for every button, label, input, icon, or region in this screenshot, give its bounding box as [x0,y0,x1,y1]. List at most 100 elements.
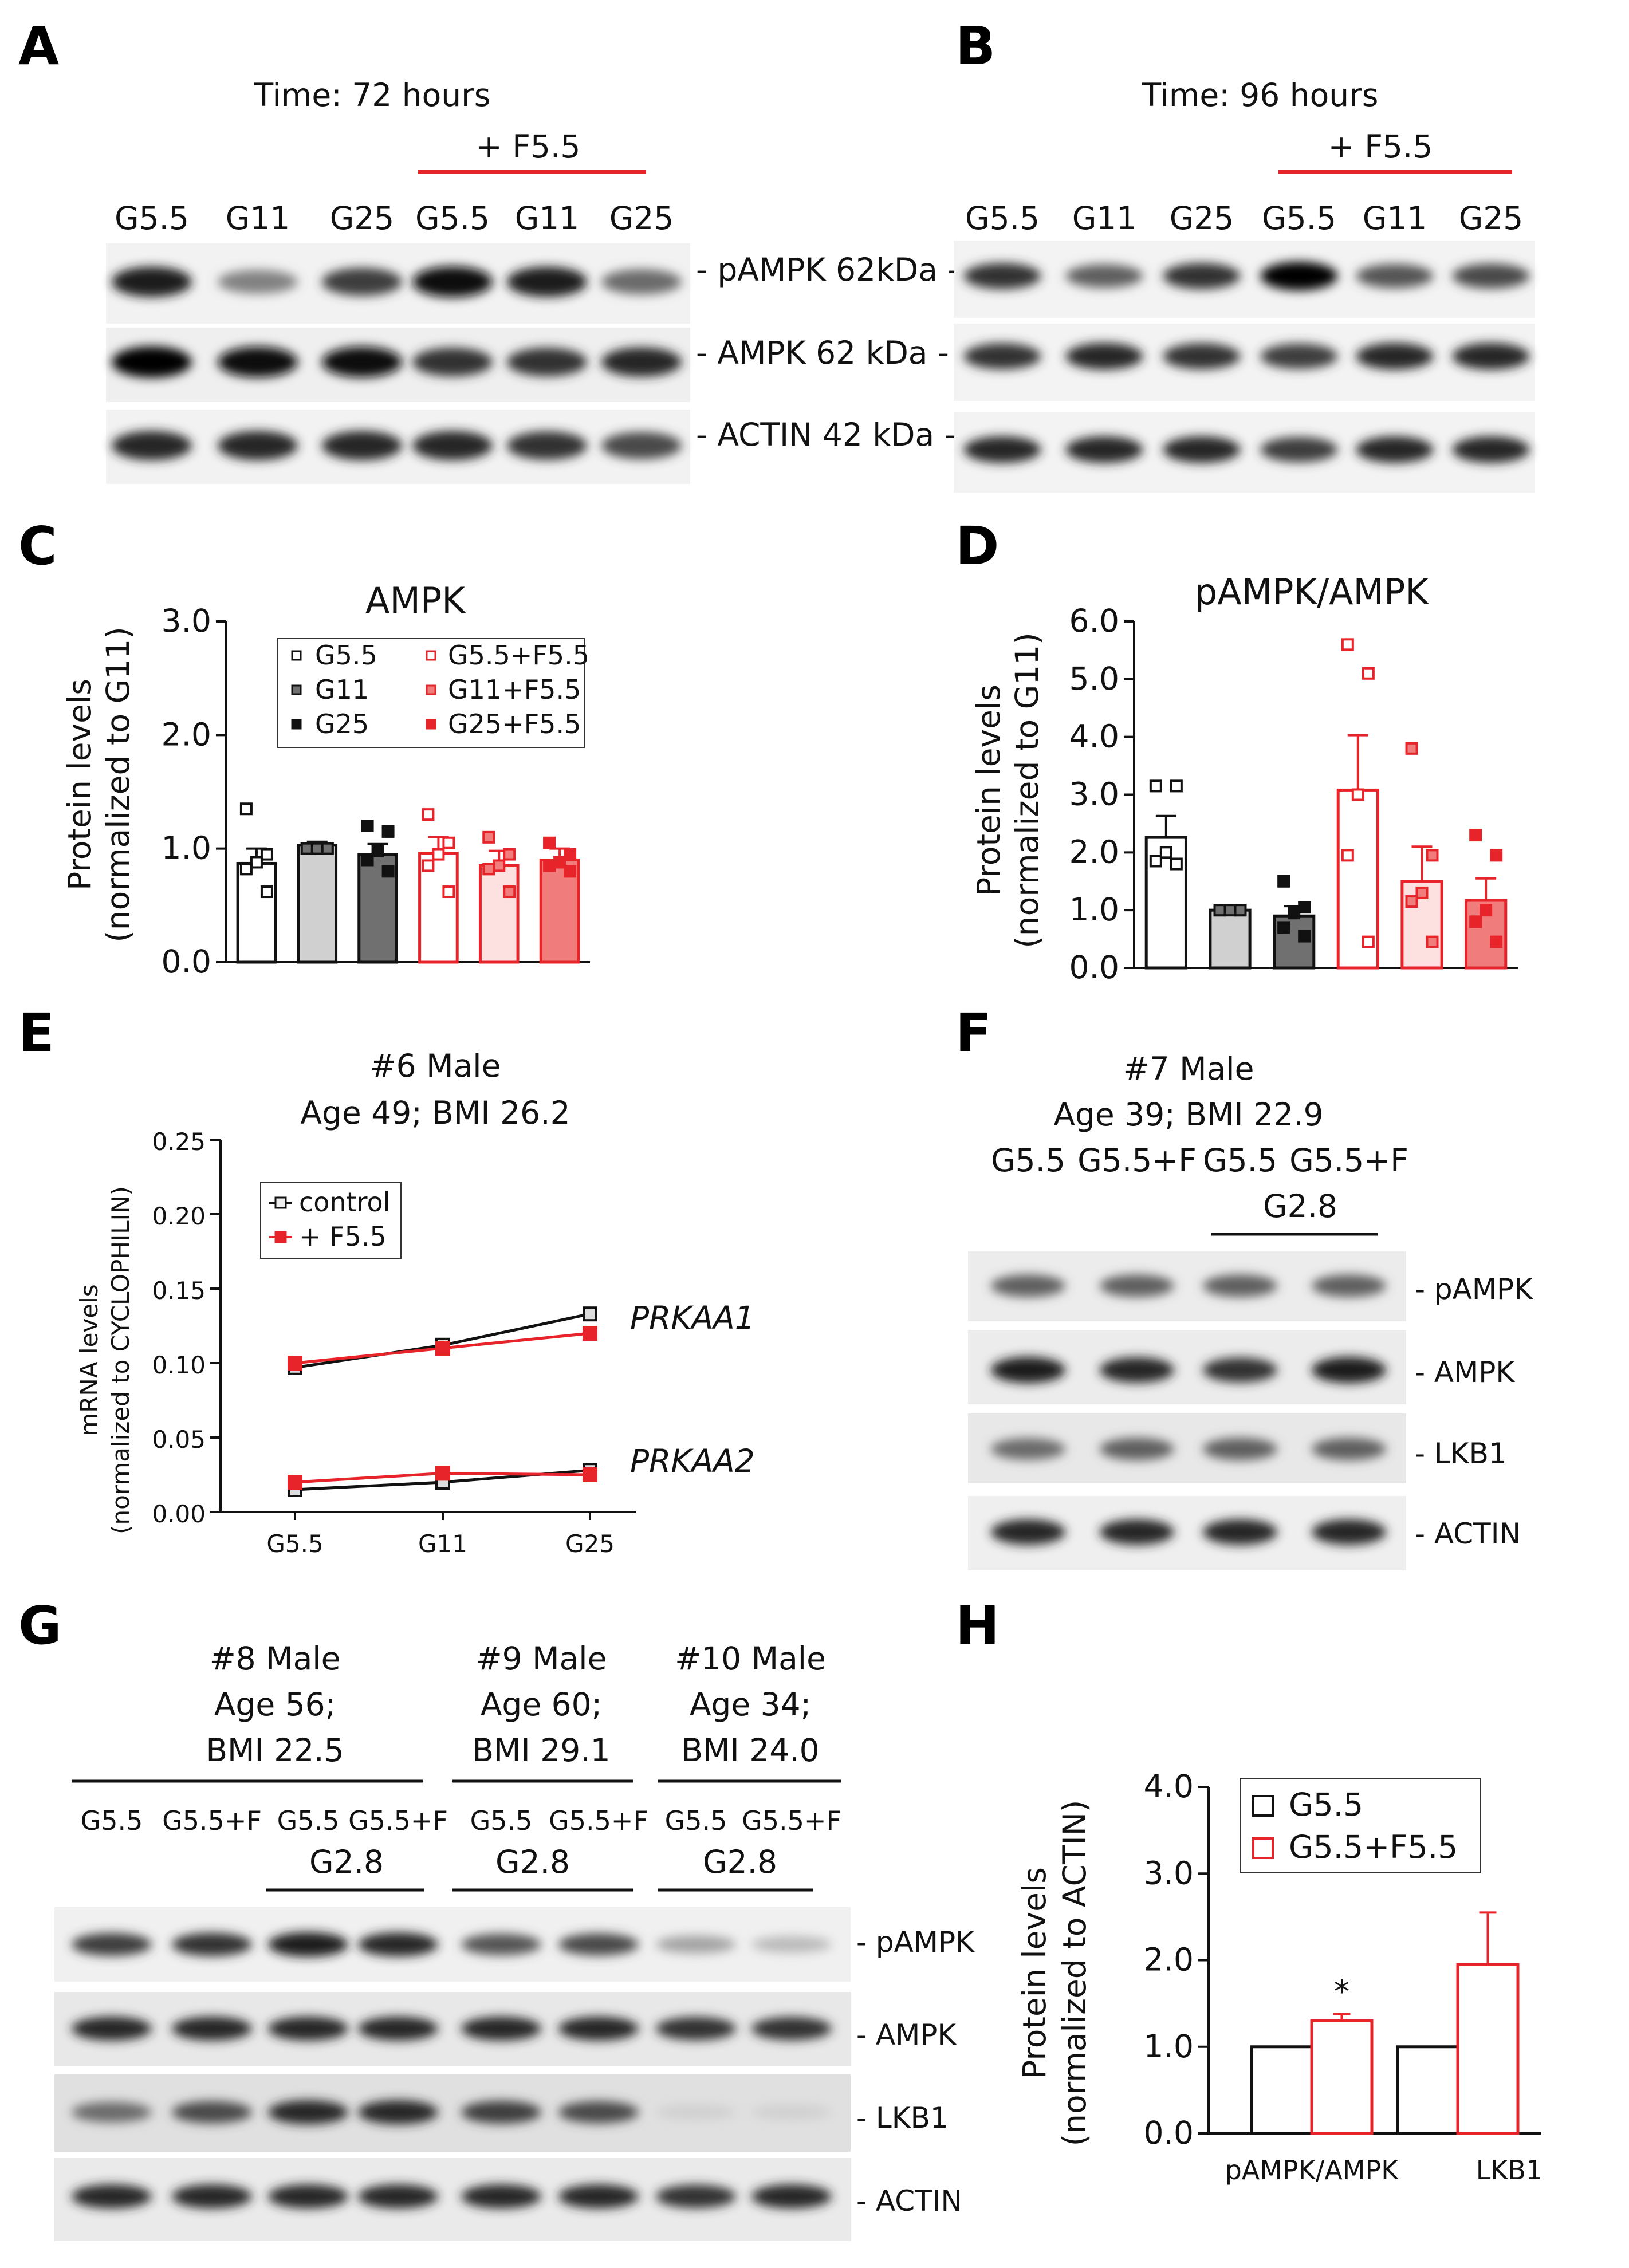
legend-label: G25+F5.5 [448,708,581,739]
blot-g-donor-info: BMI 29.1 [472,1732,610,1769]
panel-c: AMPK Protein levels (normalized to G11) … [61,580,590,980]
blot-band [1100,1438,1174,1460]
blot-band [412,266,493,297]
chart-d-point [1277,875,1290,888]
blot-band [1312,1274,1386,1297]
legend-marker [274,1231,287,1243]
blot-g-donor-info: Age 34; [690,1686,811,1723]
blot-band [1100,1519,1174,1545]
chart-e-tick-label: 0.00 [152,1500,206,1528]
blot-band [656,2184,736,2208]
blot-g-lane-label: G5.5 [470,1805,533,1836]
blot-band [1312,1357,1386,1383]
chart-d-title: pAMPK/AMPK [1195,571,1429,613]
blot-g-lane-label: G5.5+F [549,1805,648,1836]
chart-h-tick-label: 3.0 [1144,1854,1194,1891]
chart-h-legend: G5.5 G5.5+F5.5 [1240,1778,1481,1873]
blot-band [1100,1357,1174,1383]
chart-c-point [503,885,516,899]
blot-a-band-label: - pAMPK 62kDa - [696,251,959,288]
blot-g-donor-info: Age 56; [214,1686,336,1723]
chart-c-bar [478,864,520,964]
blot-g-band-label: - AMPK [856,2018,957,2052]
chart-c-point [260,848,273,861]
blot-band [112,266,192,297]
blot-f-g28-label: G2.8 [1263,1188,1337,1224]
chart-e-xtick-label: G5.5 [266,1530,323,1558]
chart-h-bar [1456,1963,1520,2135]
blot-band [322,346,402,377]
legend-label: control [299,1187,390,1218]
blot-band [963,263,1041,289]
legend-label: G25 [315,708,369,739]
chart-c-point [553,856,566,869]
blot-g-lane-label: G5.5+F [348,1805,448,1836]
blot-band [268,2184,348,2208]
chart-d-point [1149,779,1162,793]
blot-b-strip-actin [954,412,1535,493]
blot-band [358,2017,438,2041]
chart-d-point [1405,895,1418,908]
blot-b-f55-label: + F5.5 [1328,128,1433,165]
chart-e-point [583,1306,597,1322]
legend-label: G5.5 [315,640,377,671]
chart-d-point [1490,935,1503,948]
chart-d-point [1426,935,1439,948]
blot-f-lane-label: G5.5+F [1289,1142,1408,1179]
chart-c-point [300,842,313,855]
chart-c-point [482,863,495,876]
blot-band [1203,1519,1277,1545]
blot-g-donor-title: #10 Male [675,1640,826,1677]
blot-band [558,2101,639,2124]
blot-band [656,1935,736,1954]
blot-g-lane-label: G5.5 [81,1805,143,1836]
chart-e-point [435,1466,450,1481]
chart-c-bar [236,861,277,964]
blot-band [558,1933,639,1956]
panel-e: #6 Male Age 49; BMI 26.2 mRNA levels (no… [75,1048,755,1558]
blot-band [72,2017,152,2041]
blot-band [72,2102,152,2123]
blot-band [1452,436,1530,463]
chart-e-point [435,1341,450,1356]
panel-label-f: F [955,1002,991,1064]
blot-g-donor-info: BMI 22.5 [206,1732,344,1769]
blot-band [656,2104,736,2120]
chart-d: 0.0 1.0 2.0 3.0 4.0 5.0 6.0 [1069,603,1518,986]
blot-g-g28-label: G2.8 [309,1844,384,1880]
chart-c-point [381,825,395,838]
chart-c-tick-label: 2.0 [162,716,211,753]
blot-band [991,1438,1065,1460]
blot-band [1312,1438,1386,1460]
chart-c-tick-label: 3.0 [162,603,211,639]
chart-c-point [239,802,253,816]
chart-c-point [361,853,374,867]
legend-label: G5.5 [1289,1786,1363,1823]
chart-c-point [361,820,374,832]
chart-d-point [1362,935,1375,948]
chart-c-bar [297,844,338,964]
blot-band [1163,436,1241,463]
chart-d-tick-label: 5.0 [1069,660,1119,697]
blot-a-lane-label: G25 [330,200,395,237]
blot-f-band-label: - AMPK [1415,1356,1515,1389]
chart-h-ylabel-2: (normalized to ACTIN) [1056,1800,1093,2147]
blot-f-lane-label: G5.5 [1203,1142,1277,1179]
chart-c-point [493,859,506,872]
chart-c-point [543,836,556,849]
blot-band [601,347,682,377]
chart-h: 0.0 1.0 2.0 3.0 4.0 pAMPK/AMPK * LKB1 [1144,1768,1543,2186]
chart-e: 0.00 0.05 0.10 0.15 0.20 0.25 G5.5 G11 G25 [152,1128,636,1558]
blot-b-lane-label: G11 [1363,200,1427,237]
blot-band [172,2184,252,2208]
chart-c-point [250,856,263,869]
blot-g-lane-label: G5.5 [277,1805,340,1836]
blot-band [1356,436,1434,463]
panel-label-d: D [955,515,999,577]
chart-c-point [564,848,577,861]
blot-band [751,2017,832,2041]
blot-band [1452,342,1530,370]
blot-b-lane-label: G11 [1072,200,1137,237]
panel-a: Time: 72 hours + F5.5 G5.5 G11 G25 G5.5 … [106,77,959,484]
blot-f-band-label: - pAMPK [1415,1273,1533,1306]
